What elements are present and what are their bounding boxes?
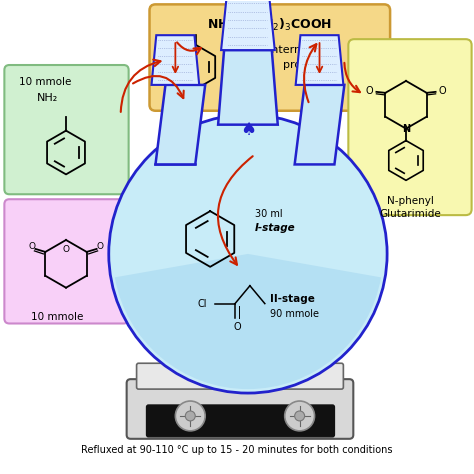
Text: O: O <box>233 321 241 331</box>
Text: O: O <box>96 242 103 251</box>
Text: N-phenyl: N-phenyl <box>386 196 433 206</box>
FancyBboxPatch shape <box>127 379 353 439</box>
FancyArrowPatch shape <box>133 76 184 98</box>
FancyArrowPatch shape <box>121 60 161 112</box>
FancyArrowPatch shape <box>317 43 322 72</box>
Polygon shape <box>155 85 205 164</box>
Text: 90 mmole: 90 mmole <box>270 309 319 319</box>
FancyBboxPatch shape <box>348 39 472 215</box>
FancyArrowPatch shape <box>304 44 316 102</box>
Text: O: O <box>365 86 373 96</box>
FancyBboxPatch shape <box>137 363 343 389</box>
Text: Refluxed at 90-110 °C up to 15 - 20 minutes for both conditions: Refluxed at 90-110 °C up to 15 - 20 minu… <box>81 445 393 455</box>
Circle shape <box>109 115 387 393</box>
FancyBboxPatch shape <box>149 4 390 111</box>
Text: Intermediate: Intermediate <box>269 45 341 55</box>
Polygon shape <box>218 50 278 125</box>
FancyBboxPatch shape <box>4 65 128 194</box>
FancyArrowPatch shape <box>173 43 178 72</box>
Text: II-stage: II-stage <box>270 293 315 304</box>
Text: 30 ml: 30 ml <box>255 209 283 219</box>
Text: ♠: ♠ <box>240 120 256 138</box>
Text: I-stage: I-stage <box>255 223 295 233</box>
Circle shape <box>285 401 315 431</box>
Polygon shape <box>296 35 343 85</box>
Circle shape <box>295 411 305 421</box>
FancyArrowPatch shape <box>218 156 253 264</box>
Text: Glutarimide: Glutarimide <box>379 209 441 219</box>
FancyArrowPatch shape <box>177 42 201 54</box>
Polygon shape <box>295 85 345 164</box>
Polygon shape <box>152 35 199 85</box>
Text: O: O <box>29 242 36 251</box>
Text: NHCO(CH$_2$)$_3$COOH: NHCO(CH$_2$)$_3$COOH <box>207 17 332 33</box>
Polygon shape <box>221 0 275 50</box>
Text: N: N <box>402 124 410 134</box>
Circle shape <box>185 411 195 421</box>
FancyArrowPatch shape <box>345 63 360 92</box>
FancyBboxPatch shape <box>4 199 128 323</box>
Text: 10 mmole: 10 mmole <box>31 311 83 321</box>
Text: product: product <box>283 60 326 70</box>
FancyBboxPatch shape <box>146 405 335 437</box>
Text: Cl: Cl <box>198 299 207 309</box>
Wedge shape <box>115 254 381 389</box>
Text: O: O <box>439 86 447 96</box>
Text: NH₂: NH₂ <box>37 93 58 103</box>
Text: O: O <box>63 245 70 254</box>
Circle shape <box>175 401 205 431</box>
Text: 10 mmole: 10 mmole <box>19 77 72 87</box>
